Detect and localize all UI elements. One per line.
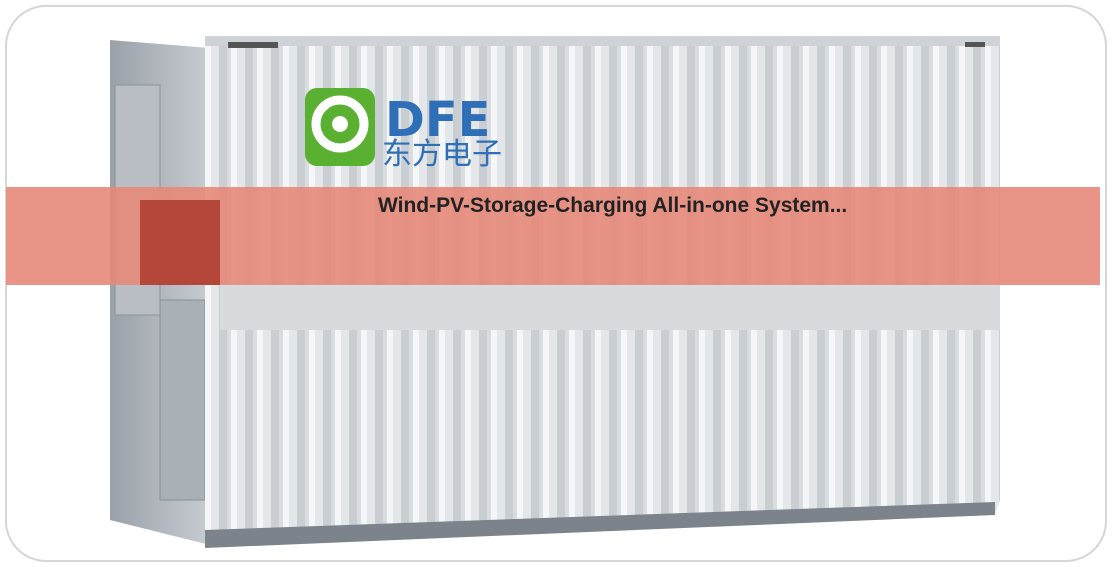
logo-name: DFE: [385, 92, 490, 148]
door-panel: [159, 299, 206, 501]
band-shadow: [220, 285, 1000, 330]
vent: [228, 42, 278, 48]
top-rail: [205, 36, 1000, 46]
vent: [965, 42, 985, 47]
logo-chinese: 东方电子: [382, 137, 502, 172]
caption: Wind-PV-Storage-Charging All-in-one Syst…: [378, 194, 847, 217]
bottom-rail: [205, 502, 995, 548]
logo-swirl: [332, 116, 348, 132]
band-dark: [140, 200, 220, 285]
logo-swirl: [311, 95, 369, 153]
